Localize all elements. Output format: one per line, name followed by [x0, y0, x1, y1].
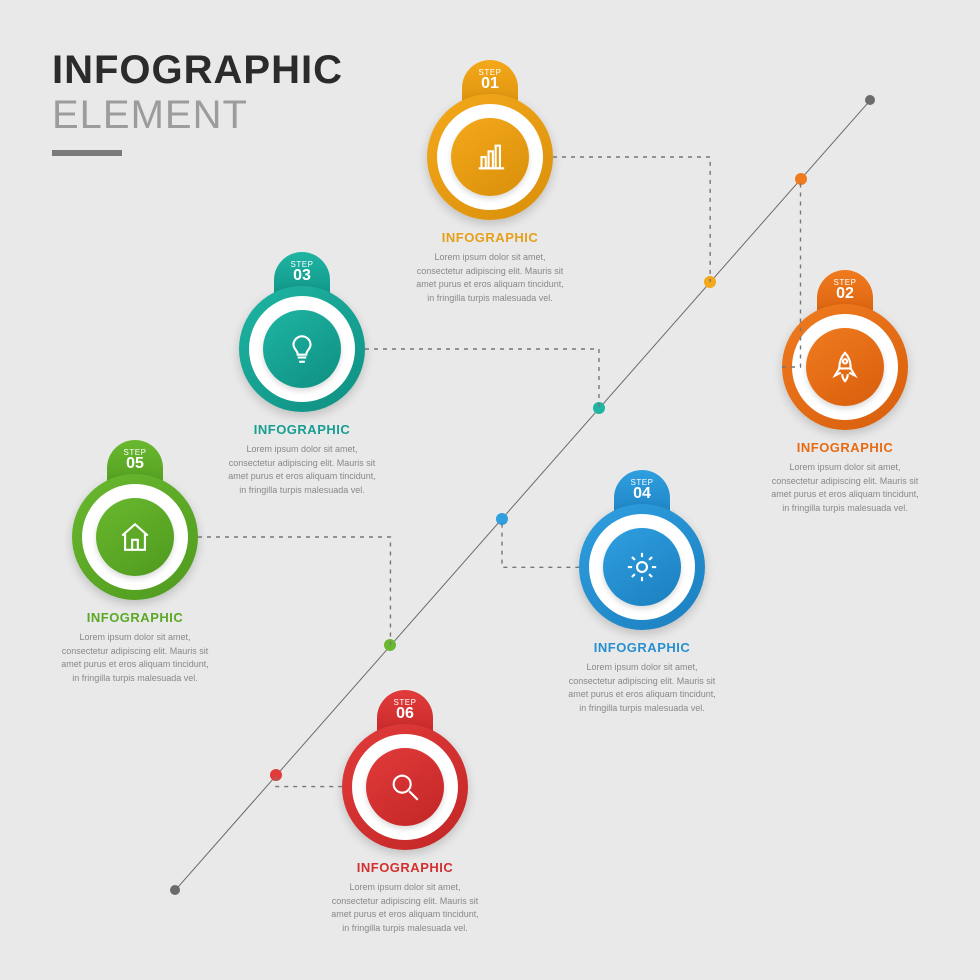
- step-node-03: STEP03INFOGRAPHICLorem ipsum dolor sit a…: [222, 252, 382, 497]
- step-number: 06: [396, 705, 414, 723]
- step-body: Lorem ipsum dolor sit amet, consectetur …: [562, 661, 722, 715]
- step-title: INFOGRAPHIC: [410, 230, 570, 245]
- step-title: INFOGRAPHIC: [55, 610, 215, 625]
- axis-marker-dot: [384, 639, 396, 651]
- step-title: INFOGRAPHIC: [765, 440, 925, 455]
- axis-end-dot: [865, 95, 875, 105]
- page-title: INFOGRAPHIC ELEMENT: [52, 48, 343, 156]
- step-title: INFOGRAPHIC: [222, 422, 382, 437]
- step-title: INFOGRAPHIC: [325, 860, 485, 875]
- axis-marker-dot: [795, 173, 807, 185]
- step-body: Lorem ipsum dolor sit amet, consectetur …: [222, 443, 382, 497]
- gear-icon: [603, 528, 681, 606]
- axis-end-dot: [170, 885, 180, 895]
- title-underline: [52, 150, 122, 156]
- axis-marker-dot: [704, 276, 716, 288]
- step-body: Lorem ipsum dolor sit amet, consectetur …: [55, 631, 215, 685]
- step-node-06: STEP06INFOGRAPHICLorem ipsum dolor sit a…: [325, 690, 485, 935]
- connector-line: [549, 153, 714, 286]
- step-number: 04: [633, 485, 651, 503]
- axis-marker-dot: [593, 402, 605, 414]
- axis-marker-dot: [496, 513, 508, 525]
- title-line-1: INFOGRAPHIC: [52, 48, 343, 93]
- step-body: Lorem ipsum dolor sit amet, consectetur …: [765, 461, 925, 515]
- step-number: 01: [481, 75, 499, 93]
- infographic-canvas: INFOGRAPHIC ELEMENT STEP01INFOGRAPHICLor…: [0, 0, 980, 980]
- step-title: INFOGRAPHIC: [562, 640, 722, 655]
- step-number: 02: [836, 285, 854, 303]
- home-icon: [96, 498, 174, 576]
- step-number: 03: [293, 267, 311, 285]
- step-node-05: STEP05INFOGRAPHICLorem ipsum dolor sit a…: [55, 440, 215, 685]
- step-node-04: STEP04INFOGRAPHICLorem ipsum dolor sit a…: [562, 470, 722, 715]
- bar-chart-icon: [451, 118, 529, 196]
- step-body: Lorem ipsum dolor sit amet, consectetur …: [325, 881, 485, 935]
- step-body: Lorem ipsum dolor sit amet, consectetur …: [410, 251, 570, 305]
- bulb-icon: [263, 310, 341, 388]
- search-icon: [366, 748, 444, 826]
- step-node-02: STEP02INFOGRAPHICLorem ipsum dolor sit a…: [765, 270, 925, 515]
- title-line-2: ELEMENT: [52, 93, 343, 138]
- rocket-icon: [806, 328, 884, 406]
- connector-line: [194, 533, 394, 649]
- step-number: 05: [126, 455, 144, 473]
- connector-line: [361, 345, 603, 412]
- axis-marker-dot: [270, 769, 282, 781]
- step-node-01: STEP01INFOGRAPHICLorem ipsum dolor sit a…: [410, 60, 570, 305]
